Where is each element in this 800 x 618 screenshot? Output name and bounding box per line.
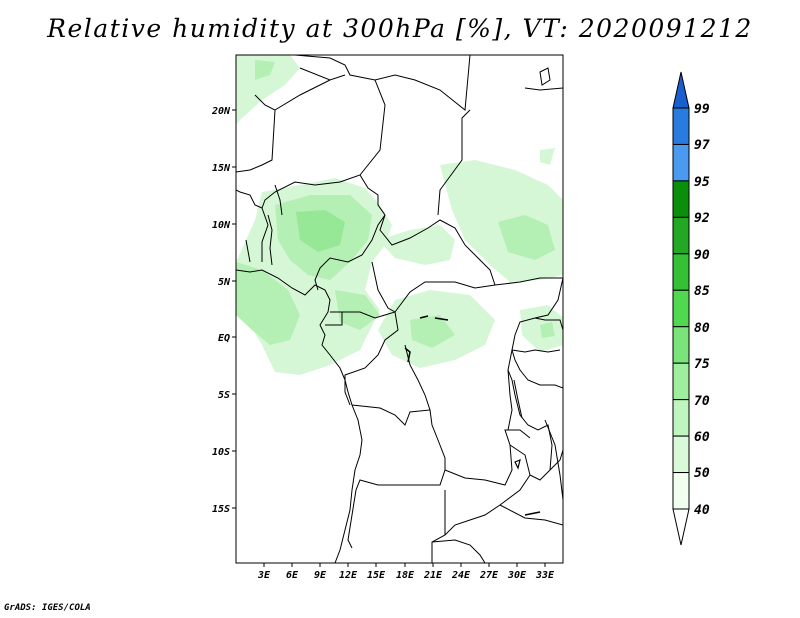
lon-label: 33E (535, 570, 555, 581)
lat-label: 15S (212, 504, 230, 515)
lon-label: 27E (479, 570, 499, 581)
colorbar-label: 90 (694, 248, 710, 263)
colorbar-segment (672, 289, 690, 328)
axis-ticks (232, 109, 546, 567)
colorbar-label: 85 (694, 284, 710, 299)
lat-label: 10S (212, 447, 230, 458)
lon-label: 6E (286, 570, 299, 581)
colorbar-labels: 99 97 95 92 90 85 80 75 70 60 50 40 (694, 102, 710, 518)
grads-credit: GrADS: IGES/COLA (4, 603, 91, 613)
colorbar-label: 75 (694, 357, 710, 372)
colorbar-label: 40 (694, 503, 710, 518)
lon-label: 21E (423, 570, 443, 581)
colorbar-label: 97 (694, 138, 710, 153)
colorbar-segment (672, 180, 690, 218)
colorbar-label: 92 (694, 211, 710, 226)
colorbar-segment (672, 472, 690, 510)
colorbar-segment (672, 435, 690, 474)
longitude-labels: 3E 6E 9E 12E 15E 18E 21E 24E 27E 30E 33E (257, 570, 555, 581)
colorbar-label: 95 (694, 175, 710, 190)
lon-label: 24E (451, 570, 471, 581)
colorbar-segment (672, 107, 690, 145)
colorbar-segment (672, 362, 690, 401)
lon-label: 3E (257, 570, 271, 581)
country-borders (236, 55, 563, 563)
latitude-labels: 20N 15N 10N 5N EQ 5S 10S 15S (211, 106, 231, 515)
lon-label: 12E (339, 570, 358, 581)
colorbar-segment (672, 326, 690, 364)
colorbar-segment (672, 216, 690, 255)
lat-label: 5S (218, 390, 230, 401)
colorbar-segment (672, 253, 690, 291)
lon-label: 18E (396, 570, 415, 581)
colorbar-label: 60 (694, 430, 710, 445)
lon-label: 9E (314, 570, 327, 581)
humidity-shading (236, 55, 563, 375)
colorbar-label: 70 (694, 394, 710, 409)
lat-label: EQ (218, 333, 230, 344)
colorbar-label: 99 (694, 102, 710, 117)
lat-label: 20N (211, 106, 231, 117)
lat-label: 5N (218, 277, 231, 288)
map-frame (235, 54, 564, 564)
lon-label: 15E (367, 570, 386, 581)
colorbar-top-arrow (672, 71, 690, 109)
colorbar-label: 80 (694, 321, 710, 336)
lat-label: 15N (212, 163, 231, 174)
chart-title: Relative humidity at 300hPa [%], VT: 202… (47, 14, 753, 43)
lon-label: 30E (507, 570, 527, 581)
colorbar-bottom-arrow (672, 508, 690, 546)
colorbar-segment (672, 143, 690, 182)
colorbar-segment (672, 399, 690, 437)
colorbar-label: 50 (694, 466, 710, 481)
colorbar: 99 97 95 92 90 85 80 75 70 60 50 40 (672, 71, 710, 546)
lat-label: 10N (212, 220, 231, 231)
